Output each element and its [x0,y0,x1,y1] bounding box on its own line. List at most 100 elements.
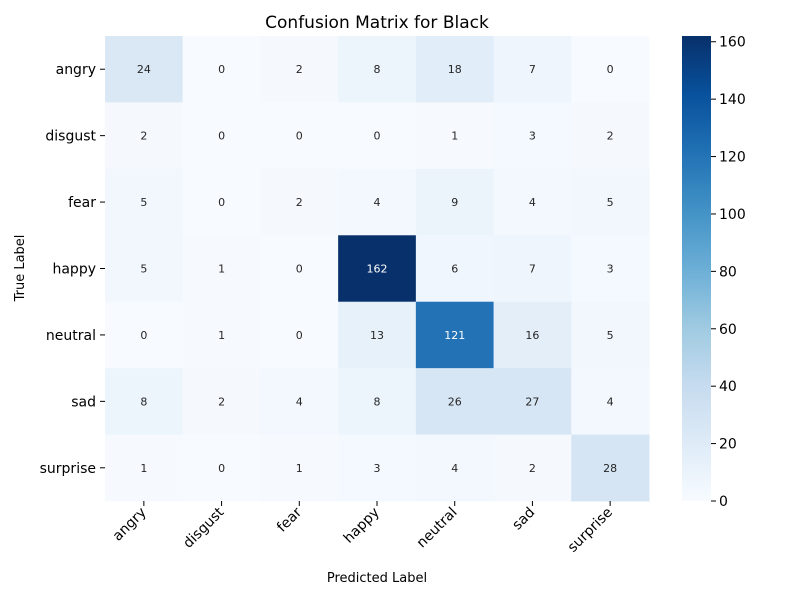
colorbar-tick-label: 0 [719,494,728,510]
cell-value-label: 4 [607,395,614,408]
cell-value-label: 0 [218,196,225,209]
heatmap-cell [571,36,650,103]
cell-value-label: 2 [140,130,147,143]
x-tick-label: happy [341,505,383,547]
cell-value-label: 0 [374,130,381,143]
heatmap-cell [182,168,261,236]
heatmap-cell [182,102,261,170]
y-tick-label: surprise [40,461,96,477]
x-axis-ticks: angry disgust fear happy neutral sad surprise [110,501,616,556]
y-tick-label: fear [68,195,96,211]
heatmap-cell [493,102,572,170]
cell-value-label: 2 [296,63,303,76]
heatmap-cell [493,168,572,236]
y-tick-label: happy [52,262,96,278]
heatmap-cell [415,36,495,103]
colorbar-ticks: 0 20 40 60 80 100 120 140 160 [711,35,746,510]
cell-value-label: 1 [296,462,303,475]
cell-value-label: 7 [529,63,536,76]
heatmap-cell [260,36,339,103]
cell-value-label: 1 [451,130,458,143]
cell-value-label: 0 [218,130,225,143]
heatmap-cell [260,235,339,303]
heatmap-cell [182,36,261,103]
cell-value-label: 3 [607,263,614,276]
cell-value-label: 8 [374,63,381,76]
heatmap-cell [105,434,184,502]
x-tick-label: sad [509,505,538,534]
x-tick-label: fear [274,504,305,535]
cell-value-label: 27 [525,395,539,408]
heatmap-cell [338,102,417,170]
x-tick-label: angry [110,505,150,545]
cell-value-label: 2 [296,196,303,209]
heatmap-cell [105,36,184,103]
heatmap-cell [182,434,261,502]
cell-value-label: 3 [529,130,536,143]
heatmap-cell [105,168,184,236]
cell-value-label: 0 [140,329,147,342]
cell-value-label: 28 [603,462,617,475]
cell-value-label: 0 [296,329,303,342]
heatmap-cell [260,368,339,436]
heatmap-cell [415,301,495,369]
colorbar-tick-label: 80 [719,264,737,280]
y-axis-label: True Label [13,235,28,303]
cell-value-label: 1 [218,329,225,342]
heatmap-cell [182,235,261,303]
cell-value-label: 24 [137,63,151,76]
chart-title: Confusion Matrix for Black [265,13,489,33]
x-tick-label: neutral [414,505,461,552]
cell-value-label: 4 [374,196,381,209]
colorbar-tick-label: 120 [719,150,746,166]
cell-value-label: 8 [374,395,381,408]
heatmap-cell [415,102,495,170]
cell-value-label: 5 [140,263,147,276]
cell-value-label: 2 [529,462,536,475]
y-axis-ticks: angry disgust fear happy neutral sad surprise [40,62,105,477]
y-tick-label: sad [71,394,96,410]
cell-value-label: 7 [529,263,536,276]
heatmap-cell [493,434,572,502]
colorbar-tick-label: 140 [719,92,746,108]
heatmap-cell [493,301,572,369]
y-tick-label: angry [56,62,96,78]
heatmap-cell [571,102,650,170]
x-tick-label: surprise [565,505,616,556]
heatmap-cell [493,368,572,436]
heatmap-cell [338,368,417,436]
heatmap-cell [260,434,339,502]
cell-value-label: 13 [370,329,384,342]
cell-value-label: 2 [218,395,225,408]
cell-value-label: 0 [607,63,614,76]
y-tick-label: neutral [46,328,96,344]
cell-value-label: 18 [448,63,462,76]
heatmap-cell [105,368,184,436]
heatmap-cell [338,301,417,369]
heatmap-cell [415,168,495,236]
heatmap-cell [571,168,650,236]
heatmap-cell [260,168,339,236]
colorbar-tick-label: 20 [719,437,737,453]
cell-value-label: 5 [607,329,614,342]
heatmap-cell [105,235,184,303]
cell-value-label: 0 [218,63,225,76]
colorbar-tick-label: 40 [719,379,737,395]
cell-value-label: 5 [607,196,614,209]
heatmap-cell [105,102,184,170]
cell-value-label: 6 [451,263,458,276]
cell-value-label: 0 [218,462,225,475]
colorbar-tick-label: 160 [719,35,746,51]
x-tick-label: disgust [180,504,227,551]
heatmap-cell [338,168,417,236]
cell-value-label: 4 [296,395,303,408]
heatmap-cell [260,102,339,170]
cell-value-label: 1 [140,462,147,475]
heatmap-cell [105,301,184,369]
heatmap-cell [415,434,495,502]
heatmap-cell [182,301,261,369]
heatmap-cell [338,235,417,303]
heatmap-cell [338,36,417,103]
heatmap-cell [415,368,495,436]
